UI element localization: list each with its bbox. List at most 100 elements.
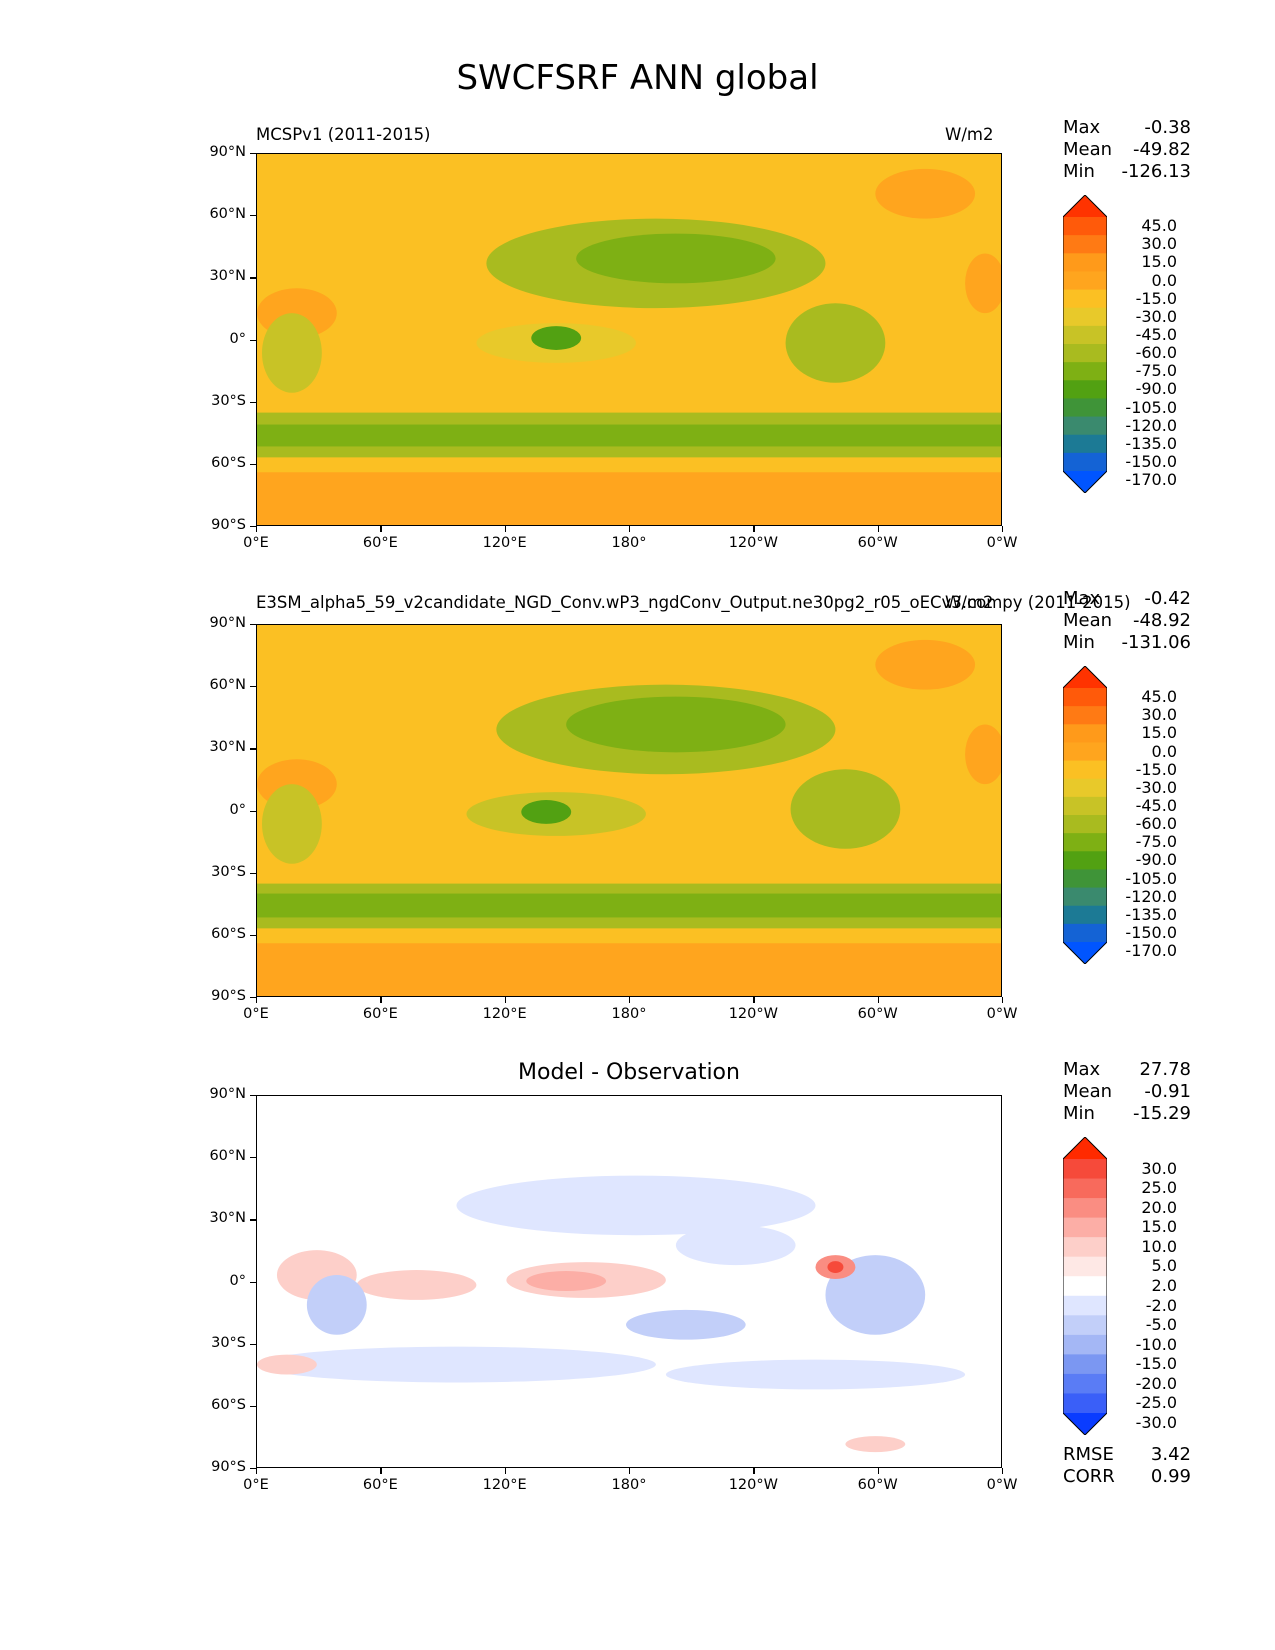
colorbar-segment	[1063, 1159, 1107, 1180]
colorbar-segment	[1063, 688, 1107, 707]
lon-label-p2-6: 0°W	[986, 1006, 1018, 1022]
lon-label-p2-1: 60°E	[362, 1006, 398, 1022]
colorbar-segment	[1063, 851, 1107, 870]
lat-label-p3-4: 30°S	[211, 1334, 246, 1351]
colorbar-label-p2-7: -60.0	[1135, 814, 1177, 834]
colorbar-extend-bottom	[1063, 942, 1107, 964]
colorbar-label-p1-12: -135.0	[1125, 433, 1177, 453]
panel3-colorbar	[1062, 1136, 1108, 1436]
lon-tick	[256, 1468, 258, 1474]
corr-label: CORR	[1063, 1466, 1115, 1487]
colorbar-label-p3-9: -10.0	[1135, 1334, 1177, 1354]
colorbar-label-p3-12: -25.0	[1135, 1393, 1177, 1413]
lat-label-p1-5: 60°S	[211, 454, 246, 471]
colorbar-segment	[1063, 416, 1107, 436]
corr-value: 0.99	[1150, 1466, 1191, 1487]
panel3-field	[257, 1096, 1001, 1467]
panel2-mean-label: Mean	[1063, 610, 1113, 631]
lon-label-p3-3: 180°	[611, 1477, 647, 1493]
panel3-min-value: -15.29	[1132, 1103, 1191, 1124]
colorbar-segment	[1063, 362, 1107, 381]
panel3-max-label: Max	[1063, 1059, 1101, 1080]
lat-label-p2-1: 60°N	[209, 677, 246, 694]
panel3-mean-value: -0.91	[1144, 1081, 1191, 1102]
lat-label-p1-1: 60°N	[209, 206, 246, 223]
colorbar-segment	[1063, 434, 1107, 454]
colorbar-label-p3-0: 30.0	[1141, 1158, 1177, 1178]
lon-label-p2-5: 60°W	[857, 1006, 898, 1022]
lat-tick	[250, 872, 256, 874]
lat-tick	[250, 1157, 256, 1159]
lat-label-p2-2: 30°N	[209, 739, 246, 756]
panel1-mean-value: -49.82	[1132, 139, 1191, 160]
colorbar-segment	[1063, 1295, 1107, 1316]
panel3-mean-label: Mean	[1063, 1081, 1113, 1102]
colorbar-label-p1-3: 0.0	[1151, 270, 1177, 290]
colorbar-segment	[1063, 796, 1107, 816]
lat-label-p1-3: 0°	[229, 330, 246, 347]
lat-tick	[250, 810, 256, 812]
lon-tick	[629, 1468, 631, 1474]
lon-label-p1-4: 120°W	[728, 535, 778, 551]
lat-tick	[250, 624, 256, 626]
colorbar-label-p2-5: -30.0	[1135, 777, 1177, 797]
colorbar-label-p2-14: -170.0	[1125, 941, 1177, 961]
colorbar-label-p1-13: -150.0	[1125, 451, 1177, 471]
panel2-min-label: Min	[1063, 632, 1095, 653]
lon-tick	[504, 1468, 506, 1474]
colorbar-segment	[1063, 1354, 1107, 1375]
colorbar-segment	[1063, 1373, 1107, 1394]
colorbar-label-p1-6: -45.0	[1135, 324, 1177, 344]
lon-label-p3-6: 0°W	[986, 1477, 1018, 1493]
lon-label-p2-0: 0°E	[243, 1006, 269, 1022]
colorbar-label-p3-5: 5.0	[1151, 1256, 1177, 1276]
lon-label-p2-3: 180°	[611, 1006, 647, 1022]
colorbar-label-p2-12: -135.0	[1125, 904, 1177, 924]
colorbar-label-p1-0: 45.0	[1141, 216, 1177, 236]
lat-label-p2-5: 60°S	[211, 925, 246, 942]
lat-label-p1-6: 90°S	[211, 517, 246, 533]
colorbar-label-p1-11: -120.0	[1125, 415, 1177, 435]
colorbar-label-p2-6: -45.0	[1135, 795, 1177, 815]
lon-tick	[380, 526, 382, 532]
colorbar-label-p1-2: 15.0	[1141, 252, 1177, 272]
panel1-mean-label: Mean	[1063, 139, 1113, 160]
colorbar-segment	[1063, 778, 1107, 798]
panel1-colorbar-svg	[1062, 194, 1108, 494]
colorbar-label-p3-2: 20.0	[1141, 1197, 1177, 1217]
panel3-title: Model - Observation	[518, 1060, 740, 1085]
colorbar-label-p3-8: -5.0	[1145, 1315, 1177, 1335]
lon-label-p1-6: 0°W	[986, 535, 1018, 551]
lon-tick	[877, 1468, 879, 1474]
panel2-colorbar-svg	[1062, 665, 1108, 965]
lat-label-p3-2: 30°N	[209, 1210, 246, 1227]
colorbar-segment	[1063, 398, 1107, 418]
lon-tick	[1002, 1468, 1004, 1474]
lon-tick	[1002, 997, 1004, 1003]
colorbar-label-p2-11: -120.0	[1125, 886, 1177, 906]
colorbar-segment	[1063, 1315, 1107, 1336]
lon-label-p3-2: 120°E	[482, 1477, 527, 1493]
colorbar-label-p3-4: 10.0	[1141, 1236, 1177, 1256]
lat-tick	[250, 1095, 256, 1097]
colorbar-label-p1-8: -75.0	[1135, 361, 1177, 381]
lon-label-p3-1: 60°E	[362, 1477, 398, 1493]
colorbar-segment	[1063, 1256, 1107, 1277]
colorbar-label-p3-11: -20.0	[1135, 1373, 1177, 1393]
lon-label-p2-2: 120°E	[482, 1006, 527, 1022]
colorbar-segment	[1063, 452, 1107, 472]
colorbar-segment	[1063, 344, 1107, 363]
colorbar-label-p2-8: -75.0	[1135, 832, 1177, 852]
colorbar-label-p3-13: -30.0	[1135, 1412, 1177, 1432]
lat-tick	[250, 1405, 256, 1408]
lat-tick	[250, 463, 256, 466]
colorbar-label-p2-0: 45.0	[1141, 687, 1177, 707]
colorbar-segment	[1063, 833, 1107, 852]
colorbar-extend-bottom	[1063, 471, 1107, 493]
lat-label-p1-2: 30°N	[209, 268, 246, 285]
panel3-colorbar-svg	[1062, 1136, 1108, 1436]
colorbar-label-p3-10: -15.0	[1135, 1354, 1177, 1374]
lon-tick	[380, 997, 382, 1003]
lat-tick	[250, 526, 256, 528]
lat-label-p3-3: 0°	[229, 1272, 246, 1289]
